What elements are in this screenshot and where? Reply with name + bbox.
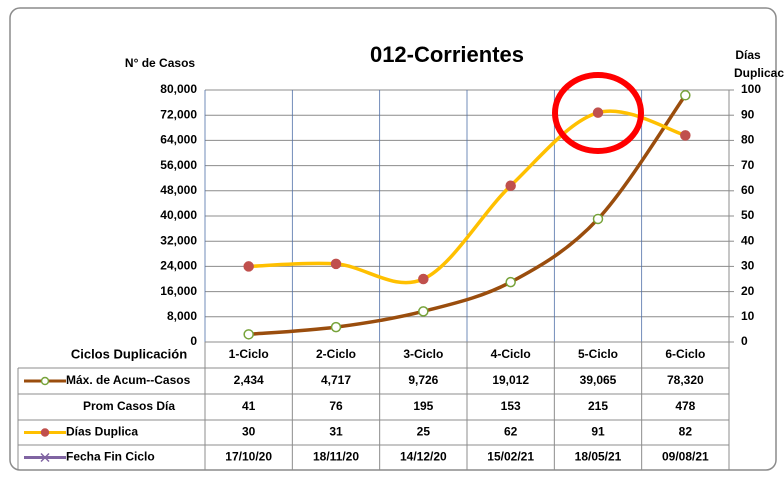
y-tick-label: 64,000 — [160, 133, 197, 147]
y2-tick-label: 60 — [741, 183, 755, 197]
legend-label: Máx. de Acum--Casos — [66, 373, 191, 387]
y2-tick-label: 10 — [741, 309, 755, 323]
table-cell: 215 — [588, 399, 608, 413]
table-cell: 30 — [242, 425, 256, 439]
table-cell: 41 — [242, 399, 256, 413]
table-cell: 91 — [591, 425, 605, 439]
y2-axis-label: Duplicación — [734, 66, 784, 80]
table-cell: 14/12/20 — [400, 450, 447, 464]
table-cell: 153 — [501, 399, 521, 413]
table-cell: 25 — [417, 425, 431, 439]
y-tick-label: 0 — [190, 334, 197, 348]
y2-tick-label: 100 — [741, 82, 761, 96]
table-cell: 2,434 — [234, 373, 264, 387]
legend-label: Fecha Fin Ciclo — [66, 450, 155, 464]
x-tick-label: 5-Ciclo — [578, 347, 618, 361]
table-cell: 18/11/20 — [313, 450, 359, 464]
table-cell: 18/05/21 — [575, 450, 622, 464]
data-point — [243, 329, 254, 340]
data-point — [592, 213, 604, 225]
y2-tick-label: 40 — [741, 233, 755, 247]
data-point — [330, 321, 342, 333]
table-cell: 195 — [413, 399, 433, 413]
chart-title: 012-Corrientes — [370, 42, 524, 67]
y2-tick-label: 50 — [741, 208, 755, 222]
legend-label: Prom Casos Día — [83, 399, 175, 413]
table-cell: 76 — [329, 399, 343, 413]
y-tick-label: 80,000 — [160, 82, 197, 96]
y-tick-label: 40,000 — [160, 208, 197, 222]
data-point — [418, 273, 429, 285]
y-tick-label: 16,000 — [160, 284, 197, 298]
y-tick-label: 32,000 — [160, 233, 197, 247]
y2-tick-label: 20 — [741, 284, 755, 298]
data-point — [330, 258, 342, 270]
table-header: Ciclos Duplicación — [71, 346, 187, 361]
table-cell: 4,717 — [321, 373, 351, 387]
highlight-circle — [552, 72, 644, 154]
table-cell: 9,726 — [408, 373, 438, 387]
y2-tick-label: 90 — [741, 107, 755, 121]
x-tick-label: 6-Ciclo — [665, 347, 705, 361]
y-axis-label: N° de Casos — [125, 56, 195, 70]
y-tick-label: 56,000 — [160, 158, 197, 172]
table-cell: 19,012 — [492, 373, 529, 387]
y-tick-label: 48,000 — [160, 183, 197, 197]
y2-axis-label: Días — [735, 48, 761, 62]
table-cell: 31 — [329, 425, 343, 439]
legend-label: Días Duplica — [66, 425, 138, 439]
y-tick-label: 72,000 — [160, 107, 197, 121]
table-cell: 78,320 — [667, 373, 704, 387]
x-tick-label: 3-Ciclo — [403, 347, 443, 361]
y2-tick-label: 0 — [741, 334, 748, 348]
y2-tick-label: 30 — [741, 259, 755, 273]
table-cell: 15/02/21 — [487, 450, 534, 464]
table-cell: 62 — [504, 425, 518, 439]
data-point — [505, 276, 516, 288]
y-tick-label: 8,000 — [167, 309, 197, 323]
table-cell: 82 — [679, 425, 693, 439]
legend-marker — [40, 452, 50, 463]
y-tick-label: 24,000 — [160, 259, 197, 273]
table-cell: 478 — [675, 399, 695, 413]
legend-marker — [40, 428, 50, 437]
y2-tick-label: 70 — [741, 158, 755, 172]
table-cell: 39,065 — [580, 373, 617, 387]
x-tick-label: 4-Ciclo — [491, 347, 531, 361]
table-cell: 17/10/20 — [225, 450, 272, 464]
x-tick-label: 2-Ciclo — [316, 347, 356, 361]
legend-marker — [40, 376, 50, 386]
data-point — [592, 107, 604, 118]
x-tick-label: 1-Ciclo — [229, 347, 269, 361]
data-point — [418, 306, 429, 317]
data-point — [680, 90, 691, 101]
table-cell: 09/08/21 — [662, 450, 709, 464]
data-point — [505, 180, 516, 192]
data-point — [243, 261, 254, 272]
data-point — [680, 130, 691, 141]
y2-tick-label: 80 — [741, 133, 755, 147]
